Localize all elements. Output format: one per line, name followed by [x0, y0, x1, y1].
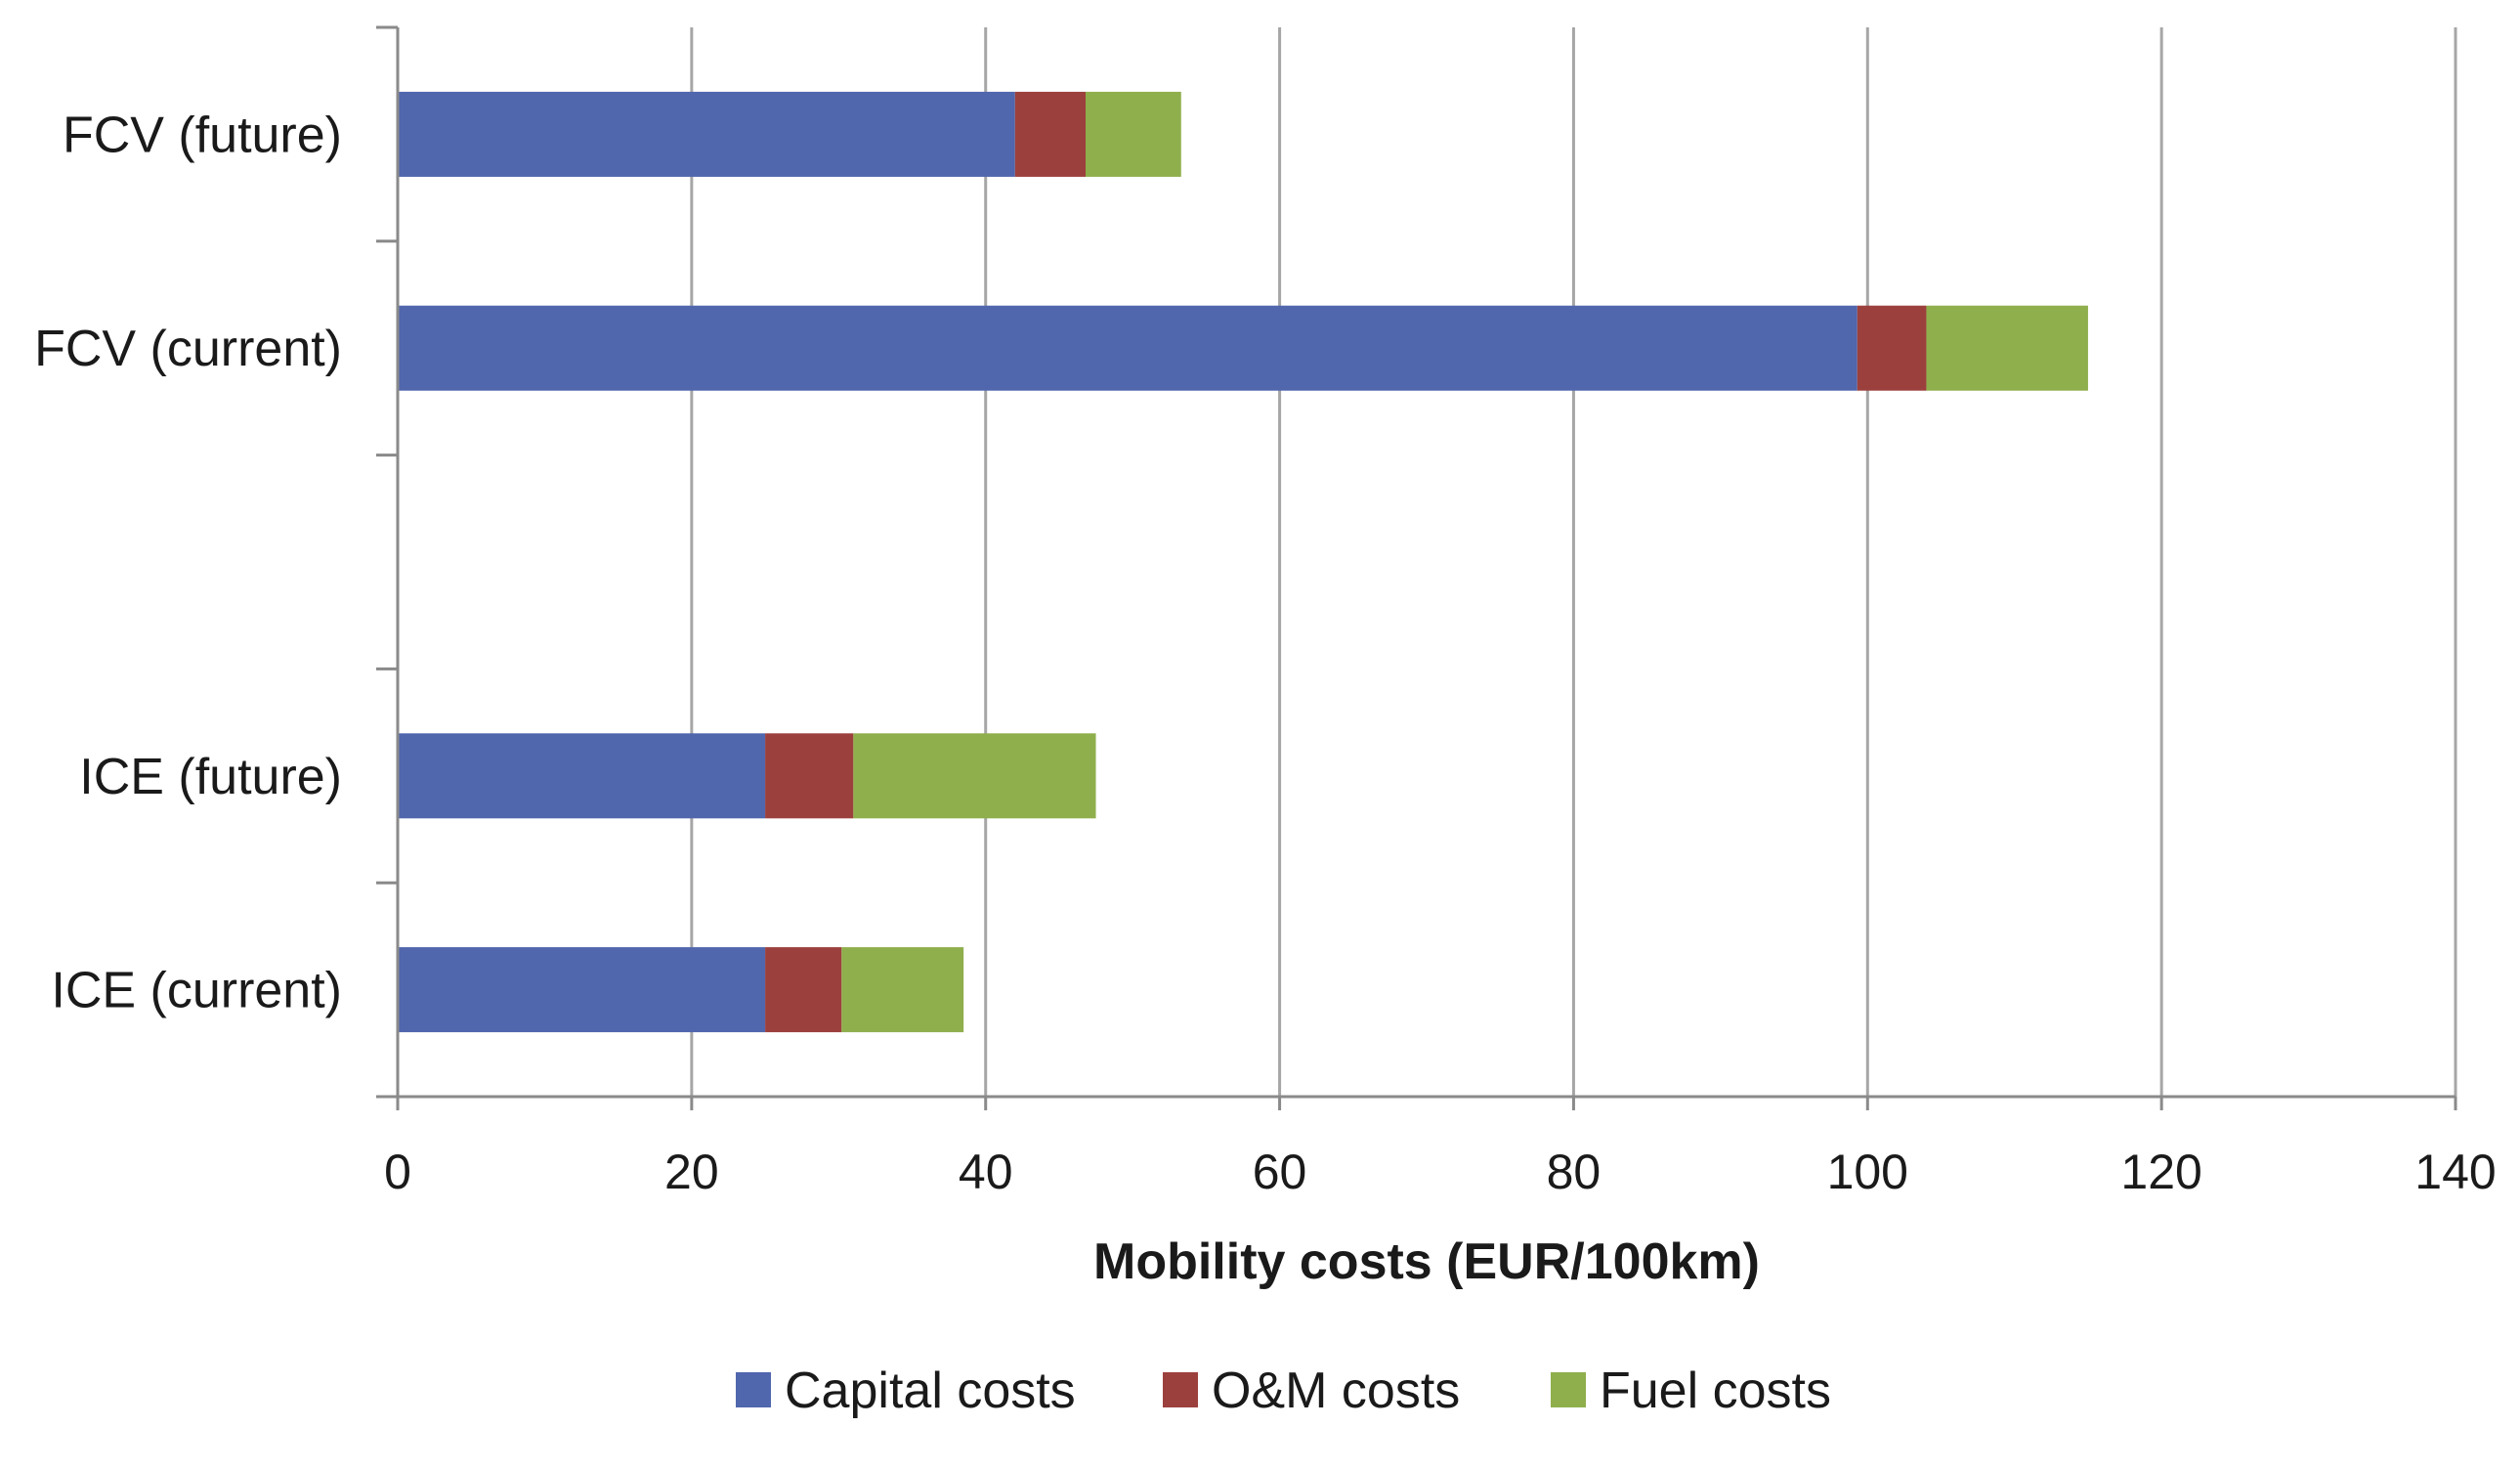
bar-fcv-future-o-m-costs — [1014, 91, 1087, 177]
x-tick-label-40: 40 — [959, 1145, 1013, 1199]
legend-swatch-fuel-costs — [1551, 1372, 1586, 1407]
category-label-fcv-current: FCV (current) — [34, 321, 342, 377]
category-label-ice-current: ICE (current) — [51, 963, 342, 1019]
legend-swatch-capital-costs — [736, 1372, 771, 1407]
bar-ice-current-fuel-costs — [841, 947, 964, 1033]
bar-ice-future-fuel-costs — [853, 733, 1096, 819]
bar-fcv-current-o-m-costs — [1857, 305, 1927, 391]
legend-label-o-m-costs: O&M costs — [1212, 1362, 1460, 1419]
bar-ice-current-capital-costs — [398, 947, 766, 1033]
legend-label-capital-costs: Capital costs — [785, 1362, 1076, 1419]
x-tick-labels: 0 20 40 60 80 100 120 140 — [384, 1145, 2497, 1199]
x-tick-label-120: 120 — [2120, 1145, 2201, 1199]
bar-fcv-future-fuel-costs — [1086, 91, 1181, 177]
x-tick-label-80: 80 — [1547, 1145, 1602, 1199]
bar-fcv-current-capital-costs — [398, 305, 1858, 391]
category-label-ice-future: ICE (future) — [79, 749, 342, 805]
legend: Capital costs O&M costs Fuel costs — [736, 1362, 1831, 1419]
bar-ice-future-o-m-costs — [765, 733, 854, 819]
x-axis-title: Mobility costs (EUR/100km) — [1093, 1233, 1760, 1290]
bars — [398, 91, 2088, 1033]
bar-fcv-future-capital-costs — [398, 91, 1015, 177]
x-tick-label-0: 0 — [384, 1145, 411, 1199]
bar-fcv-current-fuel-costs — [1926, 305, 2088, 391]
axes — [376, 25, 2457, 1110]
x-tick-label-20: 20 — [664, 1145, 719, 1199]
legend-label-fuel-costs: Fuel costs — [1600, 1362, 1831, 1419]
bar-ice-future-capital-costs — [398, 733, 766, 819]
category-labels: FCV (future) FCV (current) ICE (future) ICE… — [34, 107, 342, 1018]
legend-swatch-o-m-costs — [1163, 1372, 1198, 1407]
x-tick-label-140: 140 — [2414, 1145, 2496, 1199]
x-tick-label-100: 100 — [1827, 1145, 1908, 1199]
x-tick-label-60: 60 — [1253, 1145, 1307, 1199]
gridlines — [690, 27, 2457, 1097]
category-label-fcv-future: FCV (future) — [63, 107, 342, 163]
bar-ice-current-o-m-costs — [765, 947, 842, 1033]
